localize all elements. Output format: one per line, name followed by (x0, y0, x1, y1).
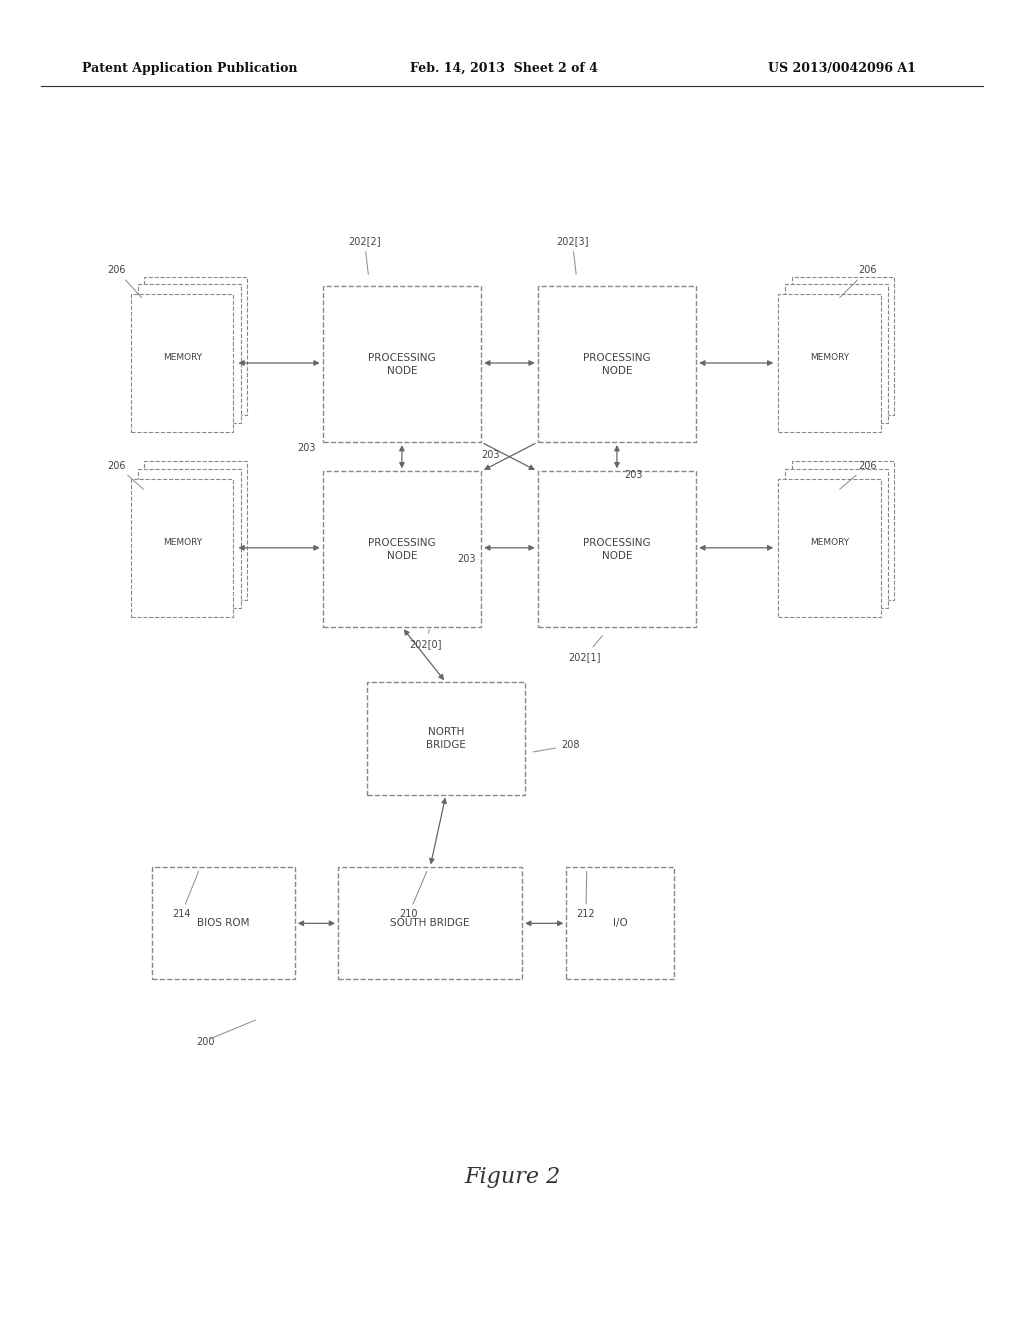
FancyBboxPatch shape (785, 285, 888, 422)
FancyBboxPatch shape (785, 470, 888, 607)
Text: MEMORY: MEMORY (163, 539, 202, 546)
FancyBboxPatch shape (144, 462, 247, 599)
FancyBboxPatch shape (131, 294, 233, 433)
Text: SOUTH BRIDGE: SOUTH BRIDGE (390, 919, 470, 928)
Text: 203: 203 (458, 554, 476, 565)
FancyBboxPatch shape (778, 479, 881, 618)
Text: 212: 212 (577, 871, 595, 920)
Text: 203: 203 (297, 444, 315, 454)
FancyBboxPatch shape (323, 471, 481, 627)
Text: I/O: I/O (612, 919, 628, 928)
FancyBboxPatch shape (131, 479, 233, 618)
Text: Feb. 14, 2013  Sheet 2 of 4: Feb. 14, 2013 Sheet 2 of 4 (410, 62, 597, 75)
Text: US 2013/0042096 A1: US 2013/0042096 A1 (768, 62, 915, 75)
Text: PROCESSING
NODE: PROCESSING NODE (368, 352, 436, 376)
Text: BIOS ROM: BIOS ROM (197, 919, 250, 928)
Text: 202[2]: 202[2] (348, 236, 381, 275)
FancyBboxPatch shape (566, 867, 674, 979)
Text: MEMORY: MEMORY (163, 354, 202, 362)
FancyBboxPatch shape (538, 471, 696, 627)
FancyBboxPatch shape (138, 285, 241, 422)
Text: 202[3]: 202[3] (556, 236, 589, 275)
FancyBboxPatch shape (338, 867, 522, 979)
Text: 202[1]: 202[1] (568, 636, 602, 663)
Text: PROCESSING
NODE: PROCESSING NODE (583, 537, 651, 561)
Text: 206: 206 (108, 265, 141, 297)
Text: 210: 210 (399, 871, 427, 920)
FancyBboxPatch shape (323, 286, 481, 442)
Text: MEMORY: MEMORY (810, 354, 849, 362)
Text: PROCESSING
NODE: PROCESSING NODE (368, 537, 436, 561)
Text: 208: 208 (534, 741, 580, 752)
FancyBboxPatch shape (792, 462, 894, 599)
FancyBboxPatch shape (152, 867, 295, 979)
Text: 203: 203 (625, 470, 643, 480)
Text: 206: 206 (840, 265, 877, 298)
Text: NORTH
BRIDGE: NORTH BRIDGE (426, 727, 466, 750)
Text: 203: 203 (481, 450, 500, 461)
FancyBboxPatch shape (138, 470, 241, 607)
Text: 206: 206 (840, 461, 877, 490)
FancyBboxPatch shape (792, 277, 894, 414)
FancyBboxPatch shape (367, 682, 525, 795)
Text: Figure 2: Figure 2 (464, 1167, 560, 1188)
Text: 202[0]: 202[0] (410, 630, 442, 649)
FancyBboxPatch shape (144, 277, 247, 414)
Text: Patent Application Publication: Patent Application Publication (82, 62, 297, 75)
FancyBboxPatch shape (778, 294, 881, 433)
Text: 206: 206 (108, 461, 143, 490)
Text: MEMORY: MEMORY (810, 539, 849, 546)
Text: PROCESSING
NODE: PROCESSING NODE (583, 352, 651, 376)
FancyBboxPatch shape (538, 286, 696, 442)
Text: 214: 214 (172, 871, 199, 920)
Text: 200: 200 (197, 1038, 215, 1048)
